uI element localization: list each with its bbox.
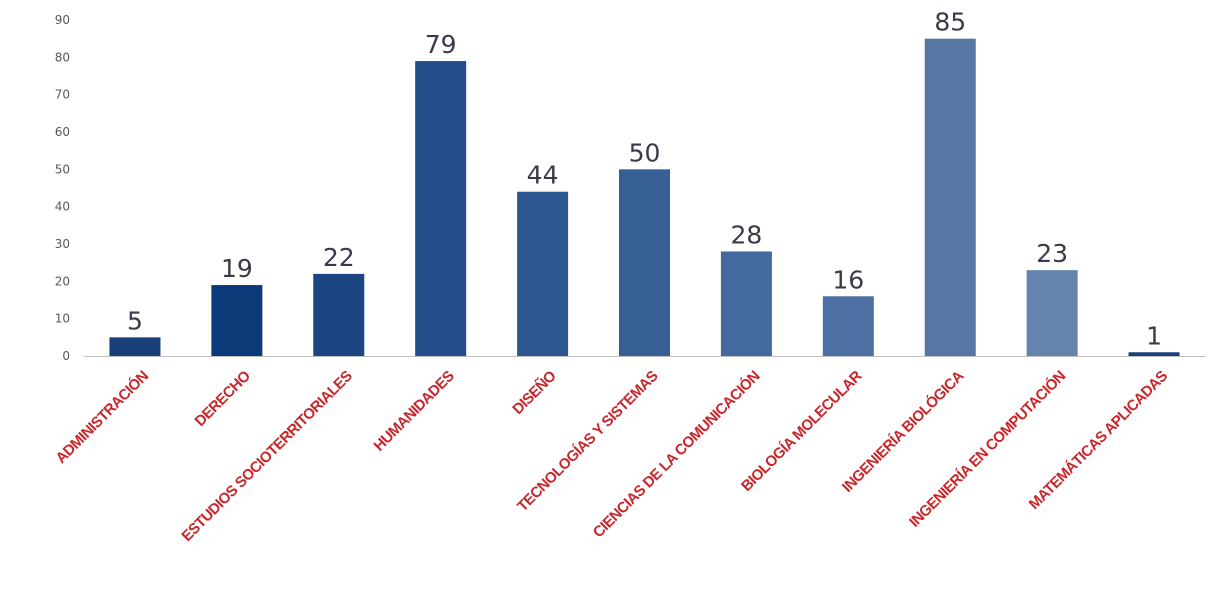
bar xyxy=(313,273,365,356)
category-label: CIENCIAS DE LA COMUNICACIÓN xyxy=(589,367,763,541)
y-tick-label: 60 xyxy=(55,125,70,139)
data-label: 5 xyxy=(127,306,143,335)
data-label: 85 xyxy=(934,8,966,37)
value-labels-group: 5 19 22 79 44 50 28 16 85 23 1 xyxy=(127,8,1162,351)
category-label: DISEÑO xyxy=(509,366,561,418)
bar xyxy=(211,285,263,356)
y-tick-label: 70 xyxy=(55,88,70,102)
y-tick-label: 0 xyxy=(62,349,70,363)
bar xyxy=(415,61,467,357)
data-label: 44 xyxy=(527,161,559,190)
data-label: 50 xyxy=(629,138,661,167)
data-label: 23 xyxy=(1036,239,1068,268)
y-tick-label: 30 xyxy=(55,237,70,251)
bar xyxy=(720,251,772,356)
bar xyxy=(619,169,670,356)
y-tick-label: 50 xyxy=(55,162,70,176)
bar xyxy=(924,38,976,357)
bars-group xyxy=(109,38,1180,357)
bar xyxy=(1026,270,1078,356)
data-label: 28 xyxy=(731,220,763,249)
data-label: 22 xyxy=(323,243,355,272)
category-label: HUMANIDADES xyxy=(371,367,458,454)
data-label: 16 xyxy=(832,265,864,294)
category-label: DERECHO xyxy=(192,367,255,430)
category-label: ESTUDIOS SOCIOTERRITORIALES xyxy=(178,367,356,545)
data-label: 1 xyxy=(1146,321,1162,350)
category-label: ADMINISTRACIÓN xyxy=(52,367,152,467)
y-tick-label: 90 xyxy=(55,13,70,27)
bar xyxy=(517,191,569,356)
y-tick-label: 80 xyxy=(55,50,70,64)
bar xyxy=(1128,352,1180,356)
data-label: 19 xyxy=(221,254,253,283)
y-tick-label: 40 xyxy=(55,200,70,214)
bar xyxy=(822,296,874,356)
y-tick-label: 10 xyxy=(55,312,70,326)
y-axis: 0 10 20 30 40 50 60 70 80 90 xyxy=(55,13,70,363)
bar xyxy=(109,337,161,356)
y-tick-label: 20 xyxy=(55,274,70,288)
data-label: 79 xyxy=(425,30,457,59)
